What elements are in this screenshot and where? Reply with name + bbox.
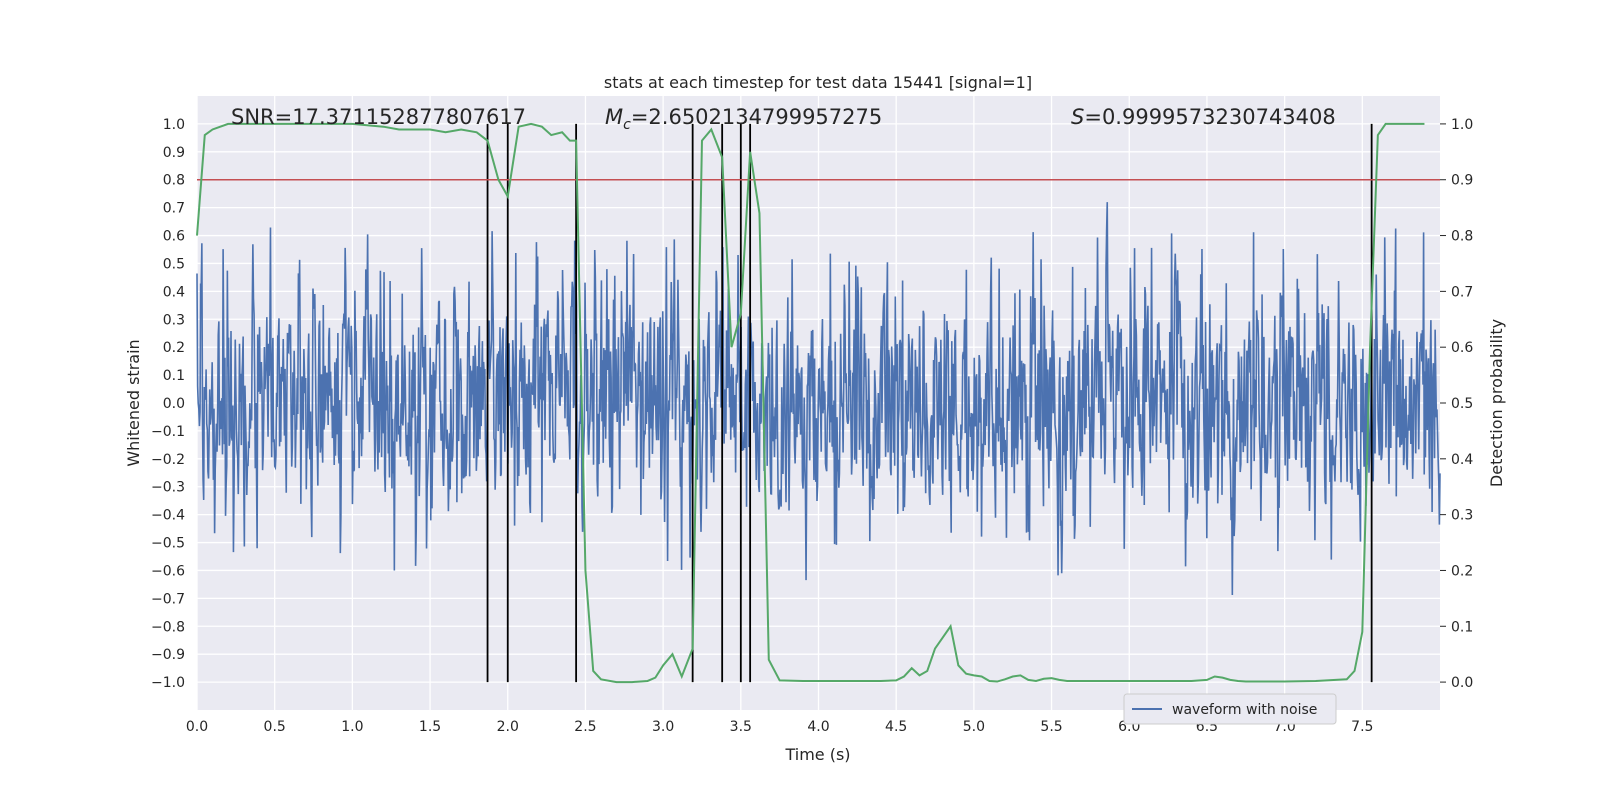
s-annotation: S=0.9999573230743408 <box>1071 105 1336 129</box>
y-right-tick-label: 0.0 <box>1451 675 1473 691</box>
s-symbol: S <box>1071 105 1084 129</box>
y-tick-label: 0.8 <box>163 173 185 189</box>
x-tick-label: 3.0 <box>652 719 674 735</box>
y-tick-label: 0.9 <box>163 145 185 161</box>
y-right-tick-label: 0.5 <box>1451 396 1473 412</box>
legend-label: waveform with noise <box>1172 702 1317 718</box>
y-tick-label: 0.1 <box>163 368 185 384</box>
y-right-tick-label: 0.9 <box>1451 173 1473 189</box>
snr-annotation: SNR=17.371152877807617 <box>231 105 526 129</box>
y-tick-label: −0.7 <box>151 591 185 607</box>
y-right-axis-ticks: 1.0 0.9 0.8 0.7 0.6 0.5 0.4 0.3 0.2 0.1 0.0 <box>1440 117 1473 691</box>
y-tick-label: −0.3 <box>151 480 185 496</box>
x-tick-label: 1.5 <box>419 719 441 735</box>
y-tick-label: −0.6 <box>151 563 185 579</box>
grid <box>196 96 1440 710</box>
y-tick-label: −0.5 <box>151 536 185 552</box>
legend-box <box>1123 693 1337 725</box>
x-tick-label: 1.0 <box>341 719 363 735</box>
s-value: =0.9999573230743408 <box>1084 105 1335 129</box>
y-right-tick-label: 1.0 <box>1451 117 1473 133</box>
x-tick-label: 2.5 <box>574 719 596 735</box>
y-tick-label: 0.6 <box>163 229 185 245</box>
legend: waveform with noise <box>1123 693 1337 725</box>
x-tick-label: 5.0 <box>963 719 985 735</box>
y-tick-label: −0.2 <box>151 452 185 468</box>
mc-symbol: M <box>605 105 623 129</box>
probability-line <box>196 122 1425 684</box>
x-tick-label: 4.0 <box>807 719 829 735</box>
y-right-tick-label: 0.2 <box>1451 563 1473 579</box>
waveform-line <box>196 202 1441 596</box>
y-axis-ticks: 1.0 0.9 0.8 0.7 0.6 0.5 0.4 0.3 0.2 0.1 0.0 −0.1 −0.… <box>151 117 185 691</box>
x-axis-ticks: 0.0 0.5 1.0 1.5 2.0 2.5 3.0 3.5 4.0 4.5 5.0 5.5 6.0 6… <box>186 719 1374 735</box>
y-tick-label: −0.1 <box>151 424 185 440</box>
y-right-tick-label: 0.3 <box>1451 508 1473 524</box>
y-axis-label: Whitened strain <box>124 339 143 466</box>
x-tick-label: 7.5 <box>1351 719 1373 735</box>
probability-series <box>196 122 1425 684</box>
y-right-axis-label: Detection probability <box>1487 319 1506 487</box>
waveform-series <box>196 202 1441 596</box>
y-right-tick-label: 0.7 <box>1451 284 1473 300</box>
chart-title: stats at each timestep for test data 154… <box>604 73 1032 92</box>
y-tick-label: −0.8 <box>151 619 185 635</box>
x-axis-label: Time (s) <box>784 745 850 764</box>
y-tick-label: 0.3 <box>163 312 185 328</box>
mc-subscript: c <box>623 117 631 133</box>
y-tick-label: 0.2 <box>163 340 185 356</box>
y-tick-label: −0.9 <box>151 647 185 663</box>
x-tick-label: 3.5 <box>730 719 752 735</box>
y-tick-label: 0.7 <box>163 201 185 217</box>
y-right-tick-label: 0.6 <box>1451 340 1473 356</box>
x-tick-label: 0.5 <box>264 719 286 735</box>
y-tick-label: 1.0 <box>163 117 185 133</box>
y-tick-label: 0.5 <box>163 256 185 272</box>
y-tick-label: −0.4 <box>151 508 185 524</box>
x-tick-label: 5.5 <box>1040 719 1062 735</box>
y-right-tick-label: 0.8 <box>1451 229 1473 245</box>
y-tick-label: −1.0 <box>151 675 185 691</box>
x-tick-label: 4.5 <box>885 719 907 735</box>
y-right-tick-label: 0.4 <box>1451 452 1473 468</box>
y-tick-label: 0.4 <box>163 284 185 300</box>
event-lines <box>486 123 1373 683</box>
x-tick-label: 0.0 <box>186 719 208 735</box>
x-tick-label: 2.0 <box>497 719 519 735</box>
mc-annotation: Mc=2.6502134799957275 <box>605 105 882 133</box>
y-tick-label: 0.0 <box>163 396 185 412</box>
y-right-tick-label: 0.1 <box>1451 619 1473 635</box>
mc-value: =2.6502134799957275 <box>631 105 882 129</box>
